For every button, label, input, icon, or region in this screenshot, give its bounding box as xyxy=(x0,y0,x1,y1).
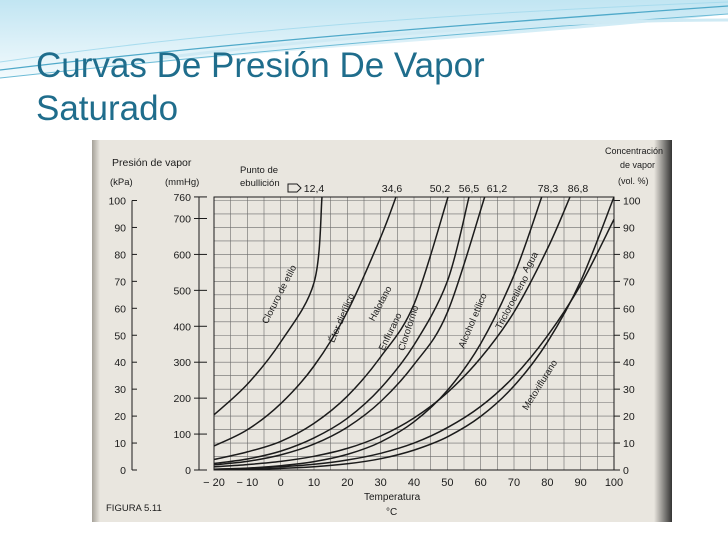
vapor-pressure-chart: Presión de vapor (kPa) (mmHg) Punto de e… xyxy=(106,146,663,518)
x-tick-label: 100 xyxy=(605,477,623,489)
header-swoosh-graphic xyxy=(0,0,728,79)
boiling-point-arrow-icon xyxy=(287,183,302,193)
right-tick-label: 60 xyxy=(623,303,635,315)
boiling-point-label-2: ebullición xyxy=(240,178,280,189)
vapor-curve xyxy=(214,196,323,416)
kpa-tick-label: 90 xyxy=(114,222,126,234)
x-tick-label: 10 xyxy=(308,477,320,489)
vapor-curve xyxy=(214,196,470,465)
x-tick-label: 20 xyxy=(341,477,353,489)
page-shadow-left xyxy=(92,140,100,522)
chart-curves xyxy=(214,196,614,470)
mmhg-tick-label: 760 xyxy=(173,192,191,204)
right-axis-unit: (vol. %) xyxy=(618,176,649,186)
kpa-tick-label: 0 xyxy=(120,465,126,477)
right-tick-label: 30 xyxy=(623,384,635,396)
kpa-tick-label: 60 xyxy=(114,303,126,315)
right-tick-label: 50 xyxy=(623,330,635,342)
kpa-tick-label: 30 xyxy=(114,384,126,396)
vapor-curve xyxy=(214,196,486,466)
vapor-curve xyxy=(214,196,614,470)
mmhg-tick-label: 300 xyxy=(173,357,191,369)
plot-frame xyxy=(213,196,615,471)
x-tick-label: 40 xyxy=(408,477,420,489)
kpa-tick-label: 40 xyxy=(114,357,126,369)
right-tick-label: 100 xyxy=(623,196,641,208)
y-axis-title: Presión de vapor xyxy=(112,157,192,169)
mmhg-tick-label: 200 xyxy=(173,393,191,405)
mmhg-tick-label: 600 xyxy=(173,249,191,261)
right-axis-title: Concentración xyxy=(605,146,663,156)
boiling-point-value: 78,3 xyxy=(538,183,559,195)
right-tick-label: 70 xyxy=(623,276,635,288)
series-label: Tricloroetileno xyxy=(494,274,532,332)
mmhg-tick-label: 700 xyxy=(173,213,191,225)
x-tick-label: 70 xyxy=(508,477,520,489)
x-tick-label: − 20 xyxy=(203,477,225,489)
boiling-point-value: 50,2 xyxy=(430,183,451,195)
kpa-tick-label: 10 xyxy=(114,438,126,450)
x-axis-title: Temperatura xyxy=(364,492,421,503)
mmhg-tick-label: 400 xyxy=(173,321,191,333)
x-tick-label: 50 xyxy=(441,477,453,489)
x-tick-label: 90 xyxy=(575,477,587,489)
series-label: Metoxiflurano xyxy=(521,358,561,412)
right-tick-label: 90 xyxy=(623,222,635,234)
mmhg-tick-label: 0 xyxy=(185,465,191,477)
x-tick-label: 60 xyxy=(475,477,487,489)
series-label: Alcohol etílico xyxy=(457,292,490,350)
series-label: Cloroformo xyxy=(396,304,421,352)
slide-title: Curvas De Presión De Vapor Saturado xyxy=(36,46,485,128)
x-tick-label: 0 xyxy=(278,477,284,489)
vapor-curve xyxy=(214,196,397,447)
right-tick-label: 40 xyxy=(623,357,635,369)
chart-grid xyxy=(213,197,615,471)
x-axis-unit: °C xyxy=(386,507,397,518)
page-shadow-right xyxy=(654,140,672,522)
vapor-curve xyxy=(214,196,571,468)
vapor-curve xyxy=(214,219,614,470)
vapor-curve xyxy=(214,196,543,470)
chart-axes xyxy=(131,183,620,471)
kpa-tick-label: 20 xyxy=(114,411,126,423)
figure-label: FIGURA 5.11 xyxy=(106,503,162,514)
right-tick-label: 10 xyxy=(623,438,635,450)
slide-header-decoration xyxy=(0,0,728,90)
x-tick-label: 80 xyxy=(541,477,553,489)
vapor-curve xyxy=(214,196,449,461)
boiling-point-value: 34,6 xyxy=(382,183,403,195)
right-tick-label: 0 xyxy=(623,465,629,477)
boiling-point-label: Punto de xyxy=(240,165,278,176)
x-tick-label: 30 xyxy=(375,477,387,489)
boiling-point-value: 12,4 xyxy=(304,183,325,195)
right-axis-title-2: de vapor xyxy=(620,160,655,170)
kpa-tick-label: 80 xyxy=(114,249,126,261)
right-tick-label: 20 xyxy=(623,411,635,423)
kpa-unit-label: (kPa) xyxy=(110,177,133,188)
right-tick-label: 80 xyxy=(623,249,635,261)
boiling-point-value: 86,8 xyxy=(568,183,589,195)
x-tick-label: − 10 xyxy=(236,477,258,489)
kpa-tick-label: 100 xyxy=(108,196,126,208)
mmhg-tick-label: 100 xyxy=(173,429,191,441)
series-label: Éter dietílico xyxy=(327,292,358,344)
mmhg-unit-label: (mmHg) xyxy=(165,177,199,188)
vapor-pressure-figure: Presión de vapor (kPa) (mmHg) Punto de e… xyxy=(92,140,672,522)
mmhg-tick-label: 500 xyxy=(173,285,191,297)
kpa-tick-label: 70 xyxy=(114,276,126,288)
kpa-tick-label: 50 xyxy=(114,330,126,342)
boiling-point-value: 56,5 xyxy=(459,183,480,195)
boiling-point-value: 61,2 xyxy=(487,183,508,195)
chart-labels: Presión de vapor (kPa) (mmHg) Punto de e… xyxy=(106,146,663,518)
series-label: Agua xyxy=(520,249,541,274)
